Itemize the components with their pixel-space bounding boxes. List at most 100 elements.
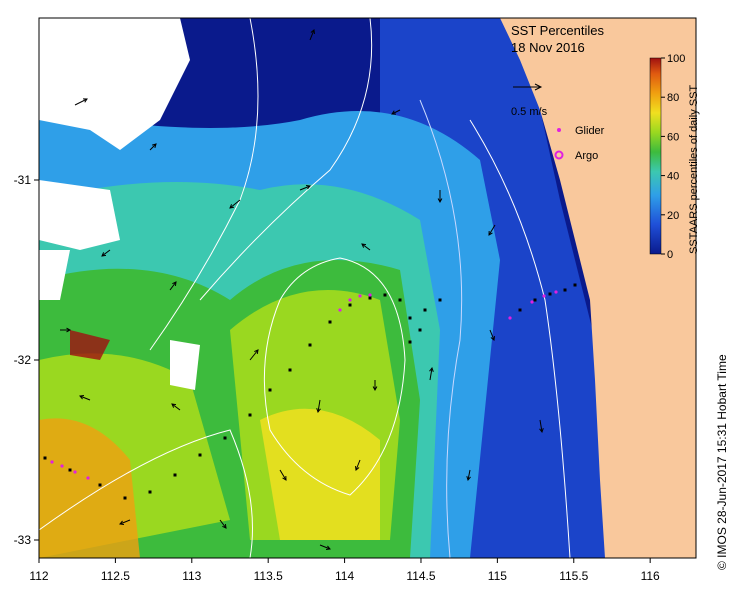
- track-point: [368, 296, 372, 300]
- cloud-patch: [39, 250, 70, 300]
- argo-label: Argo: [575, 150, 598, 162]
- track-point: [198, 453, 202, 457]
- x-tick-label: 113.5: [254, 569, 283, 583]
- vector-arrow-head: [325, 545, 331, 550]
- y-tick-label: -31: [14, 173, 32, 187]
- vector-arrow: [429, 367, 433, 381]
- vector-arrow-head: [539, 428, 544, 434]
- track-point: [408, 316, 412, 320]
- vector-arrow-head: [310, 29, 315, 35]
- vector-arrow-head: [437, 198, 443, 204]
- colorbar-tick-label: 40: [667, 171, 679, 183]
- track-point: [438, 298, 442, 302]
- colorbar-title: SSTAARS percentiles of daily SST: [688, 85, 700, 254]
- x-tick-label: 114.5: [406, 569, 435, 583]
- x-axis: 112 112.5 113 113.5 114 114.5 115 115.5 116: [29, 558, 660, 583]
- tracks: [43, 283, 577, 500]
- x-tick-label: 116: [641, 569, 660, 583]
- x-tick-label: 112: [29, 569, 48, 583]
- vector-arrow-head: [172, 281, 177, 287]
- contour-line: [199, 18, 373, 301]
- vector-arrow-head: [66, 327, 72, 333]
- vector-arrow: [229, 199, 241, 209]
- vector-arrow: [249, 349, 259, 361]
- cloud-patch: [39, 180, 120, 250]
- colorbar-tick-label: 0: [667, 249, 673, 261]
- track-point: [173, 473, 177, 477]
- vector-scale-label: 0.5 m/s: [511, 106, 548, 118]
- credit-text: © IMOS 28-Jun-2017 15:31 Hobart Time: [715, 354, 729, 570]
- vector-arrow-head: [101, 252, 107, 257]
- track-point: [533, 298, 537, 302]
- southwest-hot: [39, 418, 140, 558]
- vector-arrow-head: [79, 395, 85, 400]
- map-field: [39, 18, 696, 558]
- vector-arrow: [171, 403, 181, 411]
- eddy-contour: [263, 257, 406, 496]
- vector-arrow-head: [171, 403, 177, 408]
- map-date: 18 Nov 2016: [511, 40, 585, 55]
- glider-point: [73, 470, 77, 474]
- vector-arrow: [489, 329, 495, 341]
- vector-arrow: [317, 399, 321, 413]
- glider-point: [508, 316, 512, 320]
- argo-marker-icon: [554, 150, 564, 160]
- track-point: [268, 388, 272, 392]
- x-tick-label: 115.5: [559, 569, 588, 583]
- colorbar: [649, 57, 662, 255]
- colorbar-ticks: 0 20 40 60 80 100: [661, 53, 685, 261]
- vector-arrow: [149, 143, 157, 151]
- glider-point: [368, 293, 372, 297]
- track-point: [383, 293, 387, 297]
- vector-arrow: [74, 98, 88, 106]
- vector-arrow-head: [355, 465, 360, 471]
- track-point: [423, 308, 427, 312]
- glider-point: [542, 294, 546, 298]
- track-point: [248, 413, 252, 417]
- vector-arrow: [101, 249, 111, 257]
- x-tick-label: 113: [182, 569, 201, 583]
- contour-line: [469, 119, 571, 558]
- vector-arrow-head: [222, 523, 227, 529]
- track-point: [548, 292, 552, 296]
- y-tick-label: -33: [14, 533, 32, 547]
- vector-arrow: [169, 281, 177, 291]
- vector-arrow-head: [372, 386, 378, 392]
- vector-arrow: [355, 459, 361, 471]
- track-point: [148, 490, 152, 494]
- contour-line: [39, 429, 253, 558]
- glider-point: [60, 464, 64, 468]
- vector-arrow: [467, 469, 471, 481]
- vector-arrow-head: [429, 366, 434, 372]
- vector-arrow: [279, 469, 287, 481]
- track-point: [68, 468, 72, 472]
- colorbar-tick-label: 100: [667, 53, 685, 65]
- vector-arrow-head: [391, 110, 397, 115]
- vector-arrow-head: [466, 476, 471, 482]
- vector-arrow: [539, 419, 543, 433]
- track-point: [418, 328, 422, 332]
- vector-arrow: [299, 185, 311, 191]
- glider-point: [86, 476, 90, 480]
- glider-marker-icon: [557, 128, 561, 132]
- x-tick-label: 114: [335, 569, 354, 583]
- colorbar-tick-label: 60: [667, 131, 679, 143]
- track-point: [348, 303, 352, 307]
- vector-arrow-head: [305, 185, 311, 190]
- track-point: [98, 483, 102, 487]
- vector-arrow: [309, 29, 315, 41]
- track-point: [328, 320, 332, 324]
- y-axis: -31 -32 -33: [14, 173, 39, 547]
- glider-point: [348, 298, 352, 302]
- vector-arrow: [79, 395, 91, 401]
- track-point: [398, 298, 402, 302]
- glider-point: [554, 290, 558, 294]
- vector-arrow-head: [316, 408, 321, 414]
- glider-label: Glider: [575, 125, 605, 137]
- vector-arrow-head: [361, 243, 367, 248]
- vector-arrow: [391, 109, 401, 115]
- track-point: [518, 308, 522, 312]
- track-point: [408, 340, 412, 344]
- x-tick-label: 112.5: [101, 569, 130, 583]
- vector-arrow-head: [229, 204, 235, 209]
